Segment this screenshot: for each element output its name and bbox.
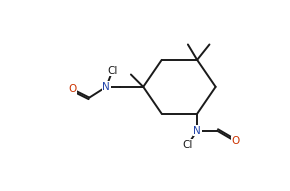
Text: O: O bbox=[68, 84, 77, 94]
Text: Cl: Cl bbox=[107, 66, 118, 76]
Text: O: O bbox=[231, 137, 240, 146]
Text: N: N bbox=[193, 126, 201, 136]
Text: N: N bbox=[102, 82, 110, 92]
Text: Cl: Cl bbox=[183, 140, 193, 150]
